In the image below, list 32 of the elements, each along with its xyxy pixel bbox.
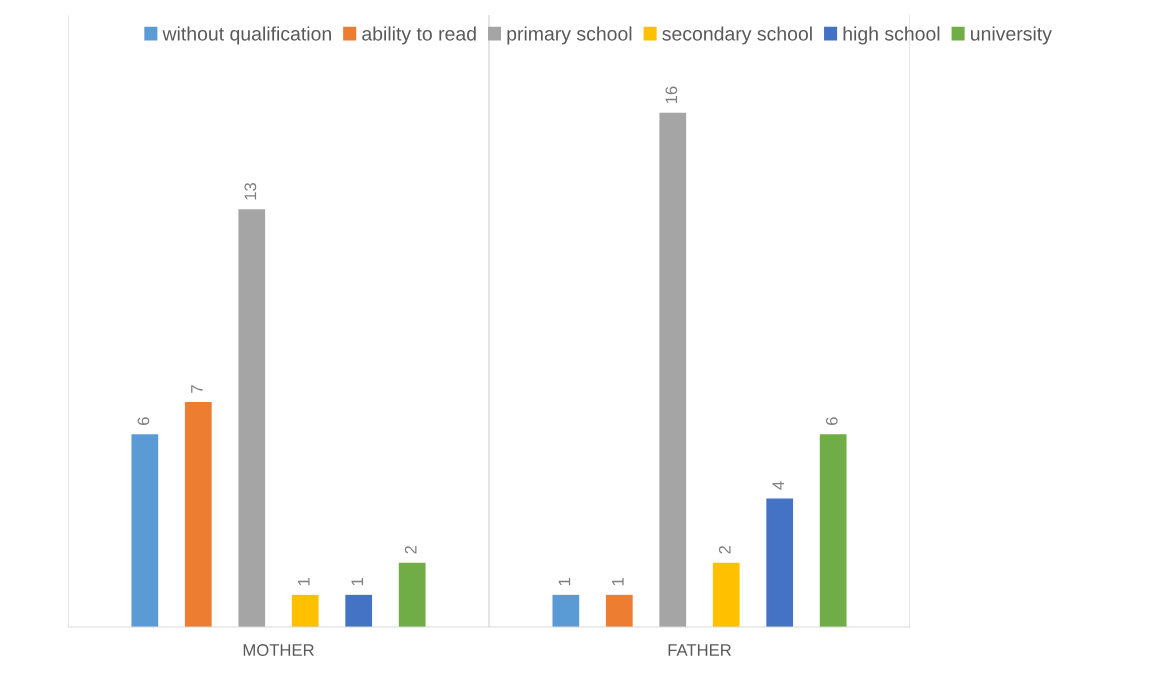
data-label: 2 — [718, 545, 731, 554]
bar — [291, 594, 319, 627]
x-tick-label: FATHER — [668, 644, 731, 656]
data-label: 1 — [351, 578, 364, 586]
x-tick-label: MOTHER — [243, 644, 314, 656]
data-label: 4 — [772, 481, 785, 490]
bar — [552, 594, 580, 627]
bar — [398, 562, 426, 627]
bar — [712, 562, 740, 627]
legend-label: ability to read — [362, 26, 476, 45]
data-label: 6 — [137, 417, 150, 425]
bar — [659, 112, 687, 627]
data-label: 1 — [558, 578, 571, 586]
bar — [238, 209, 266, 627]
legend-label: university — [971, 26, 1052, 45]
data-label: 6 — [825, 417, 838, 425]
legend-label: high school — [843, 26, 940, 45]
data-label: 1 — [298, 578, 310, 586]
bar — [184, 402, 212, 627]
data-label: 16 — [665, 86, 678, 104]
bar — [766, 498, 794, 627]
bar — [345, 594, 373, 627]
legend-label: primary school — [507, 26, 632, 45]
legend-label: secondary school — [662, 26, 812, 45]
bar — [819, 434, 847, 627]
bar — [131, 434, 159, 627]
data-label: 13 — [244, 183, 257, 200]
legend-label: without qualification — [162, 26, 331, 45]
bar — [605, 594, 633, 627]
data-label: 7 — [191, 385, 203, 393]
data-label: 1 — [612, 578, 624, 586]
data-label: 2 — [404, 545, 417, 554]
